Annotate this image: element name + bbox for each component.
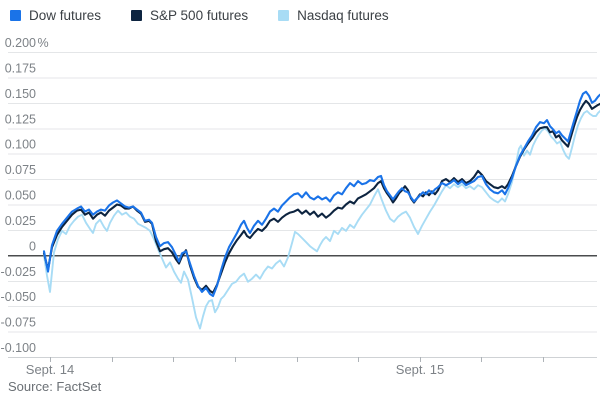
legend-swatch-nasdaq xyxy=(278,10,290,21)
legend-item-sp500-futures: S&P 500 futures xyxy=(131,8,248,23)
legend-swatch-dow xyxy=(10,10,21,21)
series-line-s-p-500-futures xyxy=(42,99,600,294)
y-axis-tick-label: 0.100 xyxy=(5,138,36,152)
y-axis-tick-label: -0.025 xyxy=(1,265,36,279)
series-line-nasdaq-futures xyxy=(43,110,600,330)
y-axis-unit-suffix: % xyxy=(38,36,49,50)
legend-item-nasdaq-futures: Nasdaq futures xyxy=(278,8,389,23)
y-axis-tick-label: 0.025 xyxy=(5,214,36,228)
y-axis-tick-label: 0.175 xyxy=(5,61,36,75)
source-attribution: Source: FactSet xyxy=(8,379,102,394)
legend-item-dow-futures: Dow futures xyxy=(10,8,101,23)
series-line-dow-futures xyxy=(42,90,600,298)
y-axis-tick-label: 0.075 xyxy=(5,163,36,177)
y-axis-tick-label: 0.150 xyxy=(5,87,36,101)
x-axis-label: Sept. 14 xyxy=(26,362,74,377)
y-axis-tick-label: -0.050 xyxy=(1,290,36,304)
y-axis-tick-label: 0.050 xyxy=(5,189,36,203)
y-axis-tick-label: -0.075 xyxy=(1,316,36,330)
y-axis-tick-label: 0 xyxy=(29,239,36,253)
y-axis-tick-label: 0.125 xyxy=(5,112,36,126)
legend-label-nasdaq: Nasdaq futures xyxy=(297,8,389,23)
chart-legend: Dow futures S&P 500 futures Nasdaq futur… xyxy=(10,8,389,23)
y-axis-tick-label: 0.200 xyxy=(5,36,36,50)
legend-swatch-sp500 xyxy=(131,10,143,21)
y-axis-tick-label: -0.100 xyxy=(1,341,36,355)
x-axis-label: Sept. 15 xyxy=(396,362,444,377)
legend-label-dow: Dow futures xyxy=(29,8,102,23)
legend-label-sp500: S&P 500 futures xyxy=(150,8,249,23)
